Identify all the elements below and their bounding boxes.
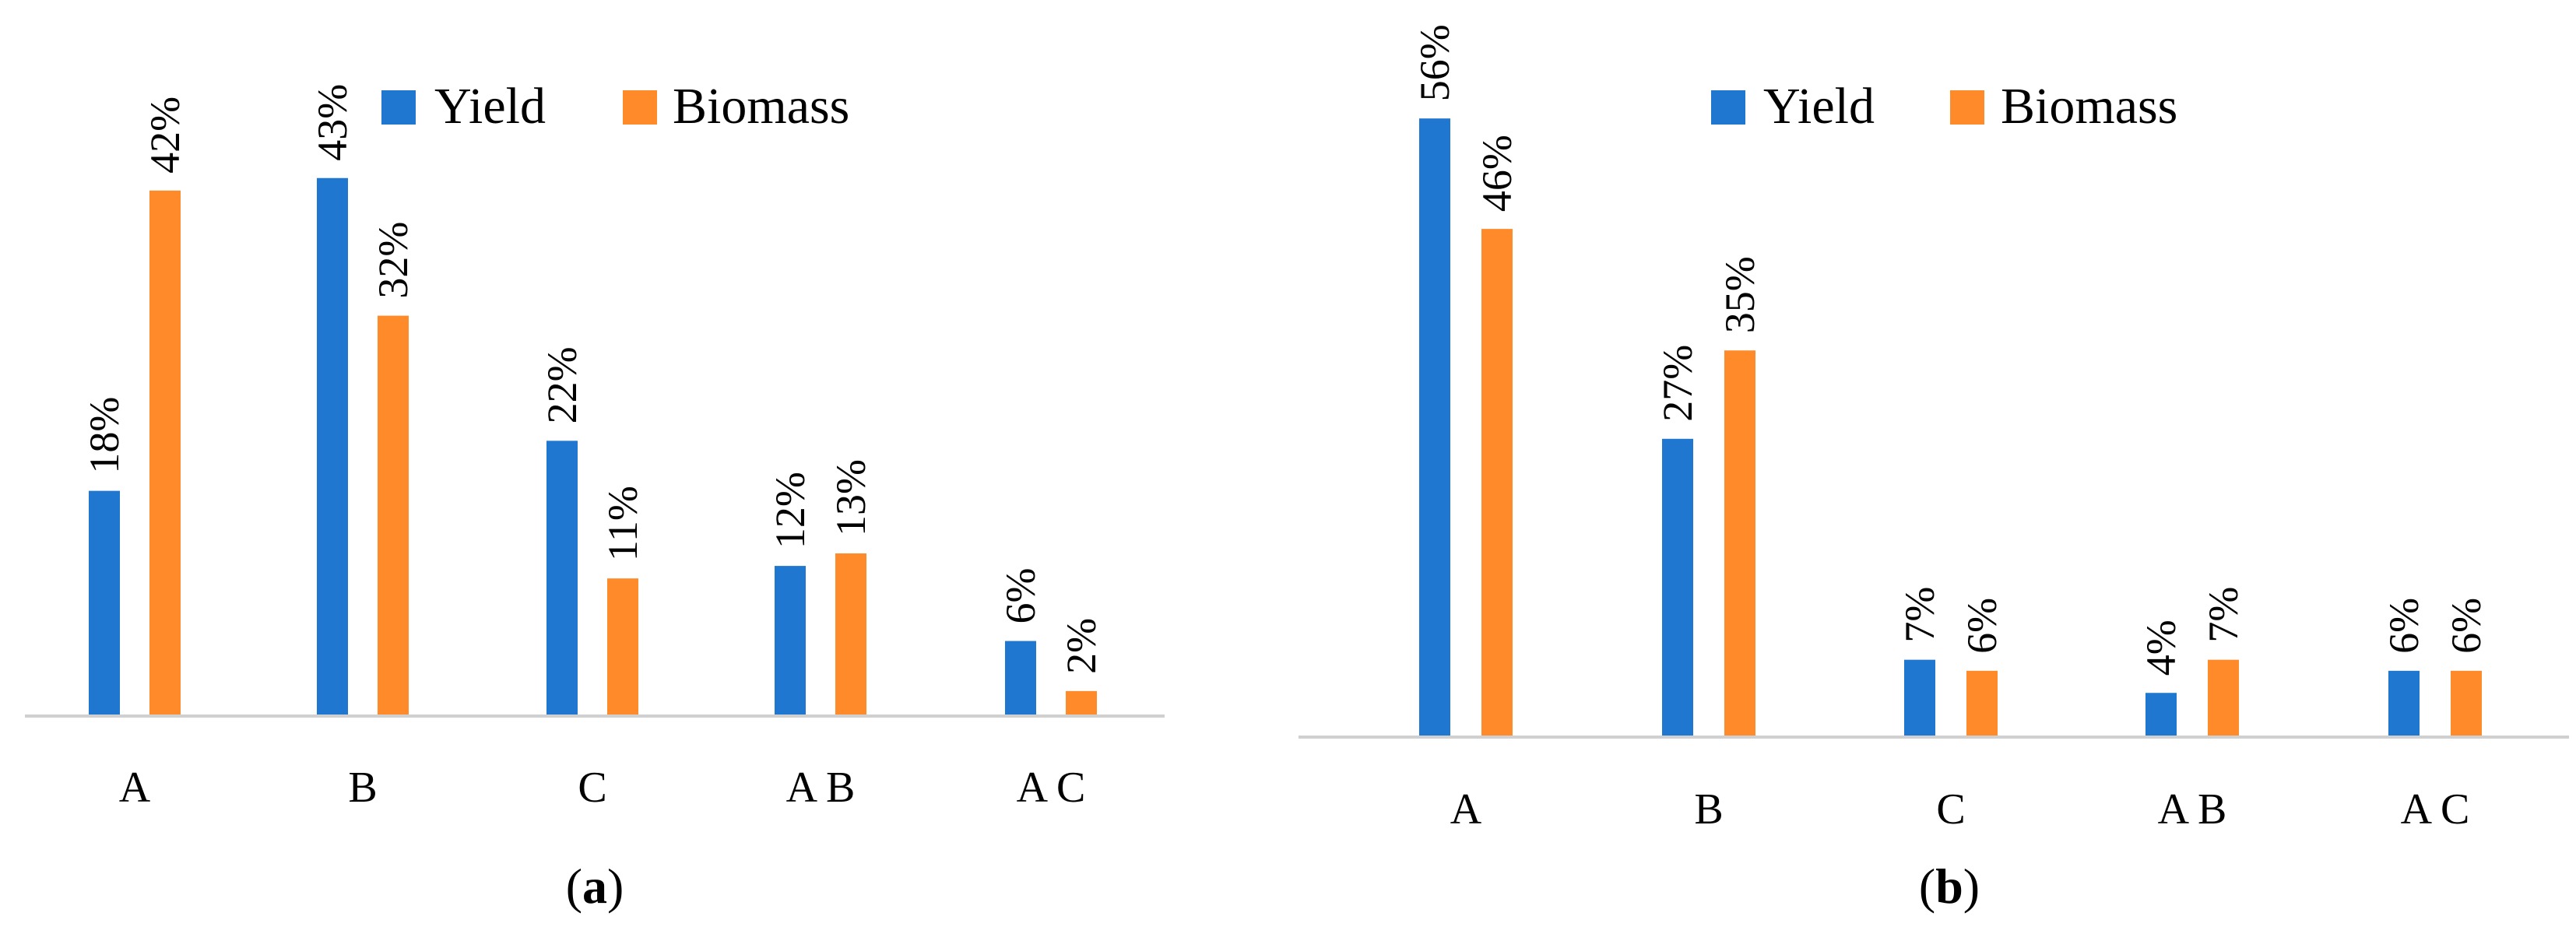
panel-caption: (a) xyxy=(566,858,624,914)
bar-yield-1 xyxy=(89,490,120,716)
legend-swatch-biomass xyxy=(623,90,657,125)
panel-caption: (b) xyxy=(1919,858,1980,914)
x-tick-label: C xyxy=(578,764,606,812)
caption-close: ) xyxy=(607,858,624,914)
caption-letter: b xyxy=(1935,858,1963,914)
bar-yield-4 xyxy=(775,566,806,716)
caption-letter: a xyxy=(582,858,607,914)
data-label: 22% xyxy=(539,346,585,423)
x-tick-label: A C xyxy=(2401,785,2470,834)
legend-label-yield: Yield xyxy=(1763,78,1875,135)
bar-yield-3 xyxy=(1904,659,1935,737)
data-label: 32% xyxy=(370,222,416,299)
data-label: 11% xyxy=(599,486,646,561)
legend: Yield Biomass xyxy=(1711,78,2177,135)
x-tick-label: A C xyxy=(1017,764,1086,812)
x-tick-label: B xyxy=(1694,785,1723,834)
x-tick-label: A xyxy=(119,764,151,812)
x-tick-label: A B xyxy=(786,764,856,812)
legend-swatch-biomass xyxy=(1950,90,1984,125)
bar-biomass-3 xyxy=(1966,670,1998,737)
x-tick-label: A xyxy=(1450,785,1482,834)
data-label: 7% xyxy=(2200,587,2247,643)
bar-yield-1 xyxy=(1419,118,1450,737)
caption-open: ( xyxy=(1919,858,1935,914)
data-label: 6% xyxy=(2443,598,2490,654)
bar-yield-5 xyxy=(1005,641,1036,716)
chart-panel-b: 56% 27% 7% 4% 6% 46% 35% 6% 7% 6% A B C A B A C Yield Bi… xyxy=(1299,24,2569,914)
data-label: 18% xyxy=(81,397,128,474)
legend-label-biomass: Biomass xyxy=(673,78,849,135)
bar-biomass-1 xyxy=(149,190,181,716)
bar-biomass-4 xyxy=(835,553,866,716)
bar-biomass-1 xyxy=(1481,229,1513,737)
caption-close: ) xyxy=(1963,858,1980,914)
data-label: 2% xyxy=(1058,618,1105,674)
bar-yield-5 xyxy=(2388,670,2420,737)
x-tick-label: B xyxy=(348,764,377,812)
data-label: 12% xyxy=(767,472,814,549)
bar-biomass-3 xyxy=(607,578,638,716)
caption-open: ( xyxy=(566,858,582,914)
data-label: 35% xyxy=(1717,256,1763,333)
data-label: 6% xyxy=(1959,598,2005,654)
bar-biomass-2 xyxy=(1724,350,1755,737)
chart-panel-a: 18% 43% 22% 12% 6% 42% 32% 11% 13% 2% A B C A B A C Yie… xyxy=(25,78,1165,914)
x-tick-label: A B xyxy=(2158,785,2227,834)
x-tick-label: C xyxy=(1936,785,1965,834)
data-label: 7% xyxy=(1896,587,1943,643)
data-label: 43% xyxy=(309,84,356,161)
bar-yield-4 xyxy=(2145,693,2177,737)
data-label: 6% xyxy=(997,568,1044,624)
legend-label-yield: Yield xyxy=(434,78,546,135)
bar-biomass-4 xyxy=(2208,659,2239,737)
data-label: 42% xyxy=(142,97,188,174)
data-label: 13% xyxy=(828,459,874,536)
legend-swatch-yield xyxy=(381,90,416,125)
bar-biomass-5 xyxy=(1066,690,1097,716)
bar-yield-2 xyxy=(1662,438,1693,737)
legend-label-biomass: Biomass xyxy=(2001,78,2177,135)
data-label: 46% xyxy=(1474,135,1520,212)
data-label: 6% xyxy=(2381,598,2427,654)
data-label: 4% xyxy=(2138,620,2184,676)
data-label: 27% xyxy=(1654,345,1701,422)
bar-yield-2 xyxy=(317,177,348,717)
bar-biomass-2 xyxy=(378,315,409,716)
bar-biomass-5 xyxy=(2451,670,2482,737)
legend-swatch-yield xyxy=(1711,90,1745,125)
legend: Yield Biomass xyxy=(381,78,849,135)
data-label: 56% xyxy=(1411,24,1458,101)
bar-yield-3 xyxy=(546,441,578,716)
